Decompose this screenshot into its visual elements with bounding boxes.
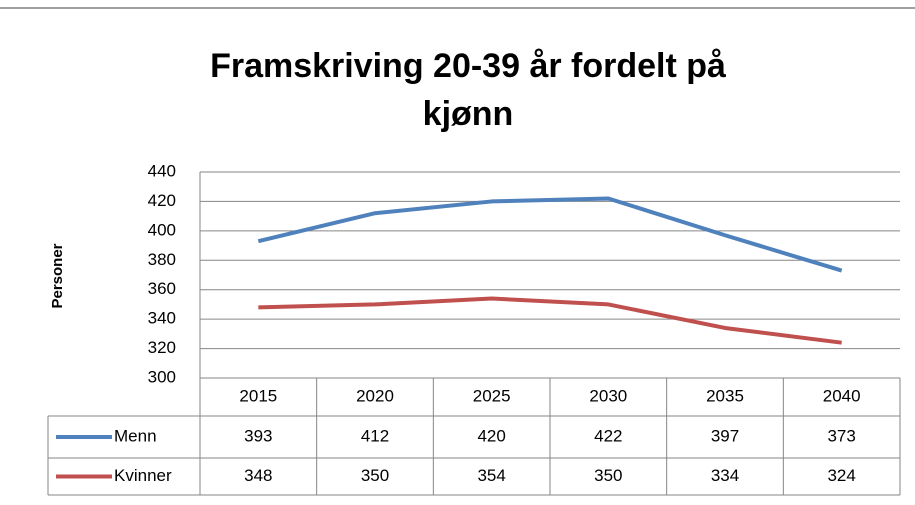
x-tick-label: 2015 bbox=[239, 386, 277, 405]
chart-title: kjønn bbox=[423, 95, 514, 133]
y-tick-label: 340 bbox=[148, 309, 176, 328]
x-tick-label: 2025 bbox=[473, 386, 511, 405]
x-tick-label: 2030 bbox=[589, 386, 627, 405]
y-tick-label: 360 bbox=[148, 279, 176, 298]
table-value: 420 bbox=[477, 426, 505, 445]
table-value: 324 bbox=[827, 466, 855, 485]
y-tick-label: 440 bbox=[148, 161, 176, 180]
chart-title: Framskriving 20-39 år fordelt på bbox=[210, 47, 726, 85]
table-value: 373 bbox=[827, 426, 855, 445]
x-tick-label: 2020 bbox=[356, 386, 394, 405]
table-value: 350 bbox=[361, 466, 389, 485]
table-value: 350 bbox=[594, 466, 622, 485]
y-tick-label: 400 bbox=[148, 220, 176, 239]
table-value: 397 bbox=[711, 426, 739, 445]
legend-label: Menn bbox=[114, 426, 157, 445]
y-tick-label: 300 bbox=[148, 367, 176, 386]
x-tick-label: 2035 bbox=[706, 386, 744, 405]
series-line bbox=[258, 296, 842, 345]
y-axis-label: Personer bbox=[49, 243, 66, 308]
x-tick-label: 2040 bbox=[823, 386, 861, 405]
table-value: 412 bbox=[361, 426, 389, 445]
table-value: 334 bbox=[711, 466, 739, 485]
y-tick-label: 380 bbox=[148, 250, 176, 269]
table-value: 422 bbox=[594, 426, 622, 445]
y-tick-label: 420 bbox=[148, 191, 176, 210]
y-tick-label: 320 bbox=[148, 338, 176, 357]
table-value: 354 bbox=[477, 466, 505, 485]
table-value: 393 bbox=[244, 426, 272, 445]
table-value: 348 bbox=[244, 466, 272, 485]
series-line bbox=[257, 196, 843, 273]
legend-label: Kvinner bbox=[114, 466, 172, 485]
